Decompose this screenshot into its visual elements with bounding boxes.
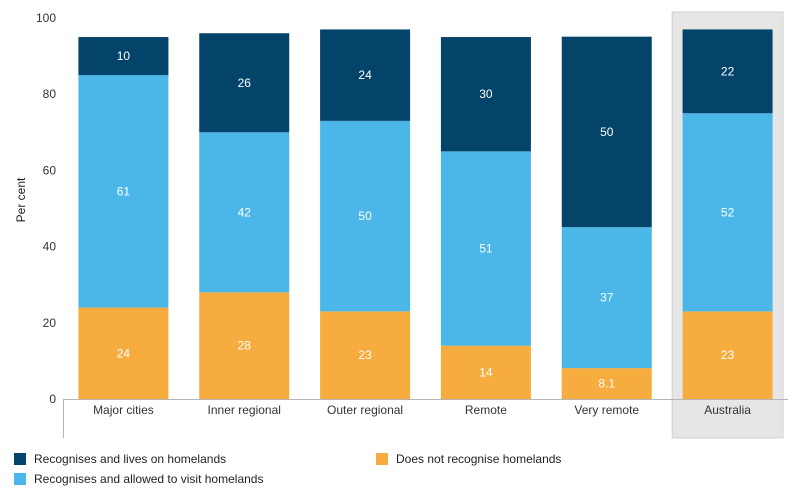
x-tick-label-outer-regional: Outer regional xyxy=(327,403,403,417)
legend-swatch-allowed-to-visit xyxy=(14,473,26,485)
y-tick-label: 40 xyxy=(43,240,57,254)
bar-remote-recognises-and-lives-on-homelands xyxy=(440,37,531,152)
legend-swatch-lives-on-homelands xyxy=(14,453,26,465)
bar-very-remote-recognises-and-allowed-to-visit-homelands xyxy=(561,227,652,369)
bar-outer-regional-recognises-and-allowed-to-visit-homelands xyxy=(320,120,411,312)
x-tick-label-inner-regional: Inner regional xyxy=(208,403,281,417)
x-tick-label-remote: Remote xyxy=(465,403,507,417)
bar-inner-regional-recognises-and-allowed-to-visit-homelands xyxy=(199,132,290,293)
bar-australia-recognises-and-lives-on-homelands xyxy=(682,29,773,114)
data-label-inner-regional-recognises-and-allowed-to-visit-homelands: 42 xyxy=(238,205,252,219)
data-label-major-cities-recognises-and-allowed-to-visit-homelands: 61 xyxy=(117,184,131,198)
y-tick-label: 60 xyxy=(43,163,57,177)
bar-australia-does-not-recognise-homelands xyxy=(682,311,773,399)
x-tick-label-major-cities: Major cities xyxy=(93,403,154,417)
legend-item-allowed-to-visit: Recognises and allowed to visit homeland… xyxy=(14,472,263,486)
data-label-major-cities-does-not-recognise-homelands: 24 xyxy=(117,346,131,360)
bar-outer-regional-recognises-and-lives-on-homelands xyxy=(320,29,411,121)
bar-remote-recognises-and-allowed-to-visit-homelands xyxy=(440,151,531,346)
legend-label-lives-on-homelands: Recognises and lives on homelands xyxy=(34,452,227,466)
bar-major-cities-recognises-and-lives-on-homelands xyxy=(78,37,169,76)
data-label-outer-regional-does-not-recognise-homelands: 23 xyxy=(358,348,372,362)
legend-item-does-not-recognise: Does not recognise homelands xyxy=(376,452,561,466)
bar-remote-does-not-recognise-homelands xyxy=(440,345,531,399)
legend-label-does-not-recognise: Does not recognise homelands xyxy=(396,452,562,466)
data-label-australia-does-not-recognise-homelands: 23 xyxy=(721,348,735,362)
bar-australia-recognises-and-allowed-to-visit-homelands xyxy=(682,113,773,312)
bar-very-remote-does-not-recognise-homelands xyxy=(561,368,652,399)
legend-item-lives-on-homelands: Recognises and lives on homelands xyxy=(14,452,226,466)
data-label-outer-regional-recognises-and-allowed-to-visit-homelands: 50 xyxy=(358,209,372,223)
data-label-australia-recognises-and-allowed-to-visit-homelands: 52 xyxy=(721,205,735,219)
y-tick-label: 100 xyxy=(36,11,56,25)
data-label-inner-regional-recognises-and-lives-on-homelands: 26 xyxy=(238,76,252,90)
bar-major-cities-does-not-recognise-homelands xyxy=(78,307,169,399)
x-tick-label-very-remote: Very remote xyxy=(574,403,639,417)
bar-outer-regional-does-not-recognise-homelands xyxy=(320,311,411,399)
legend-swatch-does-not-recognise xyxy=(376,453,388,465)
data-label-very-remote-does-not-recognise-homelands: 8.1 xyxy=(598,377,615,391)
y-tick-label: 80 xyxy=(43,87,57,101)
data-label-major-cities-recognises-and-lives-on-homelands: 10 xyxy=(117,49,131,63)
data-label-very-remote-recognises-and-allowed-to-visit-homelands: 37 xyxy=(600,291,614,305)
bar-inner-regional-does-not-recognise-homelands xyxy=(199,292,290,399)
data-label-remote-recognises-and-lives-on-homelands: 30 xyxy=(479,87,493,101)
x-tick-label-australia: Australia xyxy=(704,403,751,417)
y-tick-label: 0 xyxy=(49,392,56,406)
y-tick-label: 20 xyxy=(43,316,57,330)
bar-very-remote-recognises-and-lives-on-homelands xyxy=(561,36,652,228)
data-label-very-remote-recognises-and-lives-on-homelands: 50 xyxy=(600,125,614,139)
data-label-australia-recognises-and-lives-on-homelands: 22 xyxy=(721,64,735,78)
bar-inner-regional-recognises-and-lives-on-homelands xyxy=(199,33,290,133)
bar-major-cities-recognises-and-allowed-to-visit-homelands xyxy=(78,75,169,308)
y-axis-title: Per cent xyxy=(14,177,28,222)
legend-label-allowed-to-visit: Recognises and allowed to visit homeland… xyxy=(34,472,264,486)
data-label-outer-regional-recognises-and-lives-on-homelands: 24 xyxy=(358,68,372,82)
data-label-inner-regional-does-not-recognise-homelands: 28 xyxy=(238,339,252,353)
data-label-remote-does-not-recognise-homelands: 14 xyxy=(479,365,493,379)
data-label-remote-recognises-and-allowed-to-visit-homelands: 51 xyxy=(479,242,493,256)
legend: Recognises and lives on homelands Does n… xyxy=(14,452,794,496)
